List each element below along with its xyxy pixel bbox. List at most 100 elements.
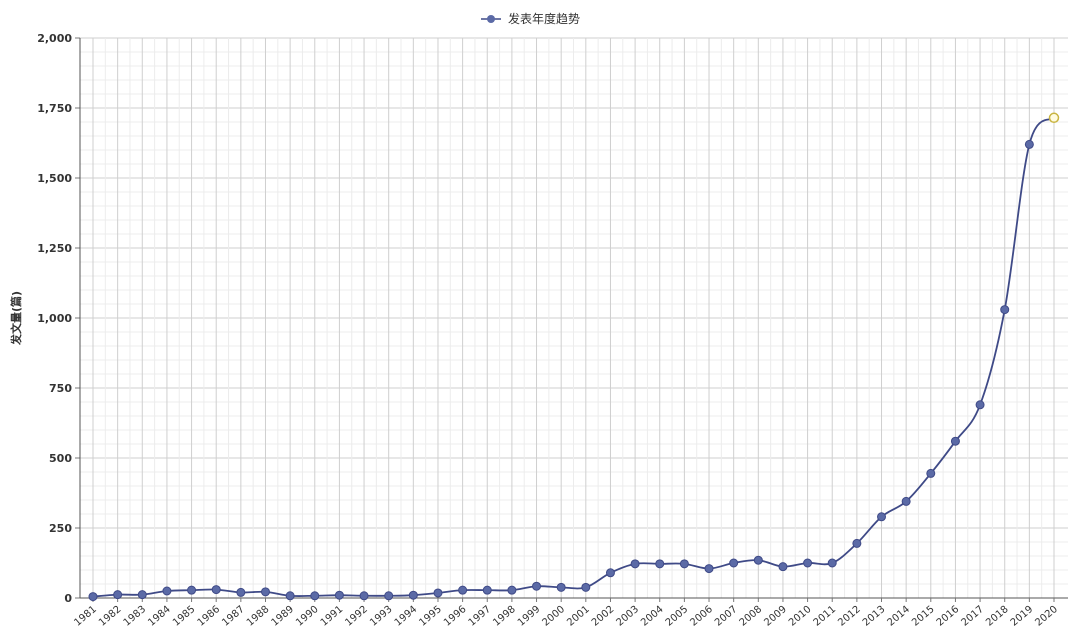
data-point-1987[interactable]: [236, 587, 246, 597]
x-tick-label: 1992: [343, 604, 370, 629]
data-point-2020[interactable]: [1048, 112, 1060, 124]
x-tick-label: 2011: [812, 604, 839, 629]
data-point-2019[interactable]: [1024, 139, 1034, 149]
data-point-1993[interactable]: [384, 591, 394, 601]
y-tick-label: 500: [49, 452, 72, 465]
y-axis-ticks: 0 250 500 750 1,000 1,250 1,500 1,750 2,000: [37, 32, 72, 605]
x-tick-label: 1985: [171, 604, 198, 629]
x-tick-label: 2015: [910, 604, 937, 629]
axes: [75, 37, 1068, 602]
data-point-1991[interactable]: [334, 590, 344, 600]
data-point-2014[interactable]: [901, 496, 911, 506]
data-point-1995[interactable]: [433, 588, 443, 598]
data-point-2016[interactable]: [950, 436, 960, 446]
data-point-2010[interactable]: [803, 558, 813, 568]
data-point-1984[interactable]: [162, 586, 172, 596]
data-point-2015[interactable]: [926, 468, 936, 478]
data-point-2009[interactable]: [778, 562, 788, 572]
data-point-2004[interactable]: [655, 559, 665, 569]
y-tick-label: 1,000: [37, 312, 72, 325]
x-tick-label: 1982: [97, 604, 124, 629]
legend-marker: [487, 15, 495, 23]
data-point-2012[interactable]: [852, 538, 862, 548]
grid: [80, 37, 1068, 599]
data-point-2007[interactable]: [729, 558, 739, 568]
y-tick-label: 2,000: [37, 32, 72, 45]
x-tick-label: 1996: [442, 604, 469, 629]
data-point-1981[interactable]: [88, 592, 98, 602]
data-point-1983[interactable]: [137, 590, 147, 600]
data-point-2000[interactable]: [556, 582, 566, 592]
y-tick-label: 0: [64, 592, 72, 605]
y-tick-label: 1,500: [37, 172, 72, 185]
data-point-2008[interactable]: [753, 555, 763, 565]
x-tick-label: 1984: [146, 604, 173, 629]
x-tick-label: 1986: [196, 604, 223, 629]
x-tick-label: 2009: [762, 604, 789, 629]
x-tick-label: 2003: [614, 604, 641, 629]
x-tick-label: 2001: [565, 604, 592, 629]
data-point-1994[interactable]: [408, 590, 418, 600]
x-tick-label: 2002: [590, 604, 617, 629]
x-tick-label: 1991: [319, 604, 346, 629]
x-tick-label: 2004: [639, 604, 666, 629]
x-tick-label: 1989: [269, 604, 296, 629]
x-tick-label: 1981: [72, 604, 99, 629]
y-axis-label: 发文量(篇): [9, 291, 23, 346]
x-tick-label: 1983: [122, 604, 149, 629]
x-tick-label: 2014: [886, 604, 913, 629]
x-tick-label: 1994: [393, 604, 420, 629]
x-tick-label: 2008: [738, 604, 765, 629]
y-tick-label: 1,250: [37, 242, 72, 255]
data-point-1992[interactable]: [359, 591, 369, 601]
x-tick-label: 2013: [861, 604, 888, 629]
data-point-1989[interactable]: [285, 591, 295, 601]
data-point-2005[interactable]: [679, 559, 689, 569]
data-point-1999[interactable]: [532, 581, 542, 591]
x-tick-label: 1987: [220, 604, 247, 629]
x-tick-label: 2000: [541, 604, 568, 629]
x-tick-label: 2016: [935, 604, 962, 629]
x-tick-label: 2018: [984, 604, 1011, 629]
x-tick-label: 1998: [491, 604, 518, 629]
y-tick-label: 250: [49, 522, 72, 535]
data-point-2017[interactable]: [975, 400, 985, 410]
x-tick-label: 2007: [713, 604, 740, 629]
data-point-1982[interactable]: [113, 590, 123, 600]
data-point-2006[interactable]: [704, 564, 714, 574]
x-tick-label: 2017: [959, 604, 986, 629]
data-point-1986[interactable]: [211, 585, 221, 595]
x-tick-label: 2020: [1033, 604, 1060, 629]
x-tick-label: 2010: [787, 604, 814, 629]
data-point-2001[interactable]: [581, 582, 591, 592]
x-tick-label: 1997: [467, 604, 494, 629]
data-point-1997[interactable]: [482, 585, 492, 595]
data-point-1990[interactable]: [310, 591, 320, 601]
x-tick-label: 2012: [836, 604, 863, 629]
x-tick-label: 1993: [368, 604, 395, 629]
x-tick-label: 1995: [417, 604, 444, 629]
data-point-1985[interactable]: [187, 585, 197, 595]
data-point-2013[interactable]: [877, 512, 887, 522]
data-point-2018[interactable]: [1000, 305, 1010, 315]
data-point-1996[interactable]: [458, 585, 468, 595]
y-tick-label: 750: [49, 382, 72, 395]
x-tick-label: 1999: [516, 604, 543, 629]
x-tick-label: 1988: [245, 604, 272, 629]
data-point-1998[interactable]: [507, 585, 517, 595]
data-point-1988[interactable]: [260, 587, 270, 597]
series: [88, 112, 1060, 602]
data-point-2002[interactable]: [605, 568, 615, 578]
x-tick-label: 2006: [688, 604, 715, 629]
data-point-2011[interactable]: [827, 558, 837, 568]
legend[interactable]: 发表年度趋势: [481, 11, 580, 26]
legend-label: 发表年度趋势: [508, 11, 580, 26]
x-tick-label: 1990: [294, 604, 321, 629]
x-tick-label: 2019: [1009, 604, 1036, 629]
x-axis-ticks: 1981198219831984198519861987198819891990…: [72, 604, 1060, 629]
y-tick-label: 1,750: [37, 102, 72, 115]
x-tick-label: 2005: [664, 604, 691, 629]
data-point-2003[interactable]: [630, 559, 640, 569]
